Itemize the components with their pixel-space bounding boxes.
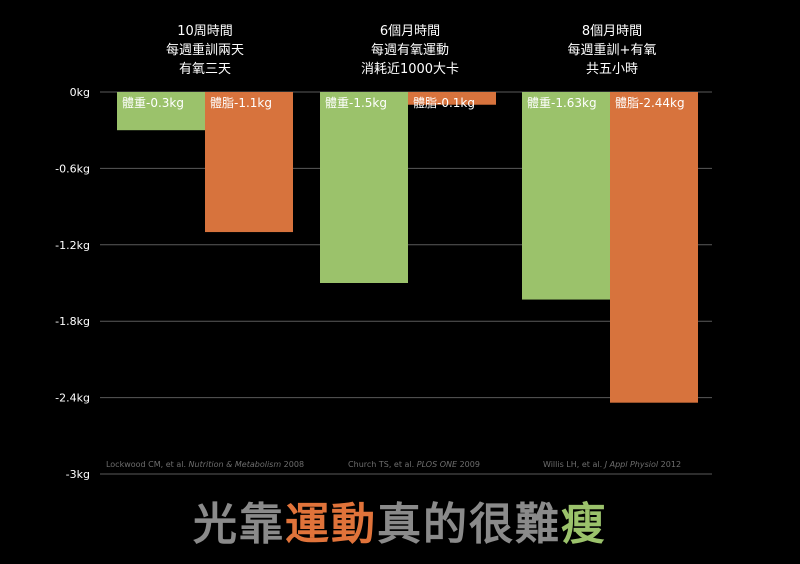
group-label-line: 消耗近1000大卡	[360, 62, 460, 77]
citation: Willis LH, et al. J Appl Physiol 2012	[543, 460, 681, 469]
data-label: 體脂-0.1kg	[413, 95, 475, 110]
y-tick-label: 0kg	[70, 86, 90, 99]
bars	[117, 92, 698, 403]
bar-body-fat	[610, 92, 698, 403]
bar-body-fat	[408, 92, 496, 105]
y-tick-label: -0.6kg	[55, 162, 90, 175]
y-axis-ticks: 0kg -0.6kg -1.2kg -1.8kg -2.4kg -3kg	[55, 86, 90, 481]
group-label-line: 8個月時間	[581, 24, 643, 39]
data-label: 體脂-2.44kg	[615, 95, 685, 110]
group-label-3: 8個月時間 每週重訓+有氧 共五小時	[522, 22, 702, 79]
group-label-line: 有氧三天	[178, 62, 231, 77]
data-label: 體重-0.3kg	[122, 96, 184, 110]
bar-body-fat	[205, 92, 293, 233]
data-labels: 體重-0.3kg 體重-1.5kg 體重-1.63kg 體脂-1.1kg 體脂-0.1k…	[122, 95, 685, 110]
group-label-1: 10周時間 每週重訓兩天 有氧三天	[115, 22, 295, 79]
data-label: 體重-1.5kg	[325, 96, 387, 110]
citations: Lockwood CM, et al. Nutrition & Metaboli…	[106, 460, 681, 469]
group-label-line: 每週重訓兩天	[165, 43, 244, 58]
bar-body-weight	[117, 92, 205, 131]
headline-part-4: 瘦	[561, 499, 607, 550]
data-label: 體脂-1.1kg	[210, 95, 272, 110]
citation: Lockwood CM, et al. Nutrition & Metaboli…	[106, 460, 304, 469]
headline-part-2: 運動	[285, 499, 377, 550]
data-label: 體重-1.63kg	[527, 96, 597, 110]
citation: Church TS, et al. PLOS ONE 2009	[348, 460, 480, 469]
bar-body-weight	[320, 92, 408, 283]
y-tick-label: -1.2kg	[55, 239, 90, 252]
bar-body-weight	[522, 92, 610, 300]
y-tick-label: -3kg	[66, 468, 90, 481]
group-label-line: 10周時間	[177, 24, 233, 39]
headline-part-3: 真的很難	[377, 499, 561, 550]
group-label-line: 共五小時	[585, 62, 638, 77]
group-label-2: 6個月時間 每週有氧運動 消耗近1000大卡	[320, 22, 500, 79]
group-label-line: 每週重訓+有氧	[567, 43, 657, 58]
group-label-line: 每週有氧運動	[370, 43, 449, 58]
headline-part-1: 光靠	[193, 499, 285, 550]
y-tick-label: -1.8kg	[55, 315, 90, 328]
y-tick-label: -2.4kg	[55, 392, 90, 405]
headline: 光靠運動真的很難瘦	[0, 488, 800, 552]
group-label-line: 6個月時間	[379, 24, 441, 39]
